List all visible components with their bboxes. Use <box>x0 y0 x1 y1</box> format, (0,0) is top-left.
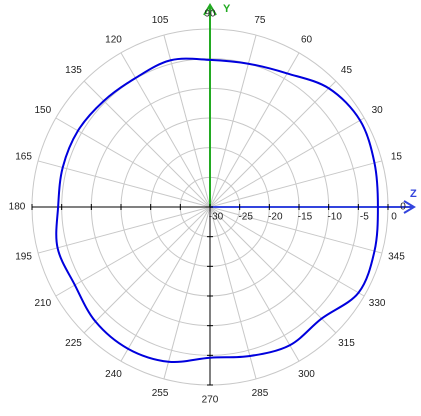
angle-tick-label: 135 <box>65 65 82 76</box>
angle-tick-label: 240 <box>105 369 122 380</box>
angle-tick-label: 300 <box>298 369 315 380</box>
z-arrow-head <box>403 200 416 214</box>
angle-tick-label: 180 <box>9 202 26 213</box>
angle-tick-label: 120 <box>105 34 122 45</box>
pattern-line <box>55 57 379 364</box>
radial-tick-label: -20 <box>268 212 283 223</box>
angle-tick-label: 105 <box>152 15 169 26</box>
angle-tick-label: 210 <box>35 298 52 309</box>
grid-spoke <box>209 52 300 208</box>
grid-spoke <box>209 206 257 380</box>
angle-tick-label: 255 <box>152 388 169 399</box>
angle-tick-label: 75 <box>254 15 266 26</box>
radial-tick-label: -15 <box>298 212 313 223</box>
radial-tick-label: -30 <box>209 212 224 223</box>
grid-spoke <box>83 206 211 334</box>
angle-tick-label: 150 <box>35 105 52 116</box>
grid-spoke <box>37 206 211 254</box>
grid-spoke <box>163 34 211 208</box>
grid-spoke <box>209 160 383 208</box>
grid-spoke <box>37 160 211 208</box>
radial-tick-label: -5 <box>360 212 369 223</box>
angle-tick-label: 90 <box>204 9 216 20</box>
grid-spoke <box>55 117 211 208</box>
angle-tick-label: 285 <box>252 388 269 399</box>
angle-tick-label: 30 <box>372 105 384 116</box>
y-arrow-head <box>203 3 217 16</box>
z-axis-label: Z <box>410 188 417 200</box>
grid-spoke <box>120 206 211 362</box>
angle-tick-label: 345 <box>388 252 405 263</box>
grid-spoke <box>209 206 383 254</box>
angle-tick-label: 165 <box>15 152 32 163</box>
grid-spoke <box>120 52 211 208</box>
angle-tick-label: 225 <box>65 338 82 349</box>
radial-tick-label: 0 <box>391 212 397 223</box>
grid-spoke <box>209 80 337 208</box>
grid-spoke <box>209 206 365 297</box>
grid-spoke <box>83 80 211 208</box>
radial-tick-label: -10 <box>327 212 342 223</box>
angle-tick-label: 330 <box>369 298 386 309</box>
radial-tick-label: -25 <box>238 212 253 223</box>
angle-tick-label: 60 <box>301 34 313 45</box>
grid-spoke <box>209 206 337 334</box>
angle-tick-label: 15 <box>391 152 403 163</box>
grid-spoke <box>209 117 365 208</box>
angle-tick-label: 315 <box>338 338 355 349</box>
angle-tick-label: 45 <box>341 65 353 76</box>
grid-spoke <box>209 206 300 362</box>
angle-tick-label: 195 <box>15 252 32 263</box>
y-axis-label: Y <box>223 3 231 15</box>
angle-tick-label: 270 <box>202 395 219 406</box>
grid-spoke <box>55 206 211 297</box>
grid-spoke <box>163 206 211 380</box>
angle-tick-label: 0 <box>400 202 406 213</box>
